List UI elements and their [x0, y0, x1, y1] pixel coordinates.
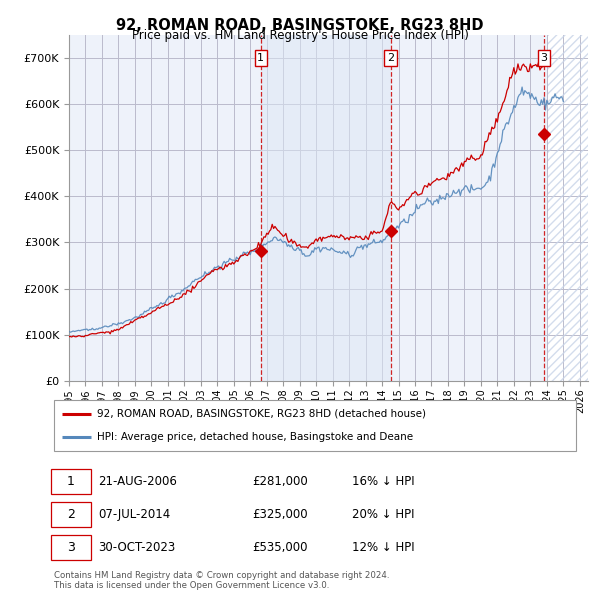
Text: 20% ↓ HPI: 20% ↓ HPI: [352, 508, 414, 522]
Text: £281,000: £281,000: [253, 475, 308, 489]
Text: Price paid vs. HM Land Registry's House Price Index (HPI): Price paid vs. HM Land Registry's House …: [131, 29, 469, 42]
Text: 07-JUL-2014: 07-JUL-2014: [98, 508, 170, 522]
Text: 92, ROMAN ROAD, BASINGSTOKE, RG23 8HD: 92, ROMAN ROAD, BASINGSTOKE, RG23 8HD: [116, 18, 484, 32]
Bar: [548, 35, 588, 381]
FancyBboxPatch shape: [52, 470, 91, 494]
Text: 92, ROMAN ROAD, BASINGSTOKE, RG23 8HD (detached house): 92, ROMAN ROAD, BASINGSTOKE, RG23 8HD (d…: [97, 409, 426, 419]
Bar: [261, 35, 391, 381]
Text: £535,000: £535,000: [253, 541, 308, 555]
Text: 1: 1: [67, 475, 75, 489]
Text: HPI: Average price, detached house, Basingstoke and Deane: HPI: Average price, detached house, Basi…: [97, 432, 413, 442]
FancyBboxPatch shape: [52, 502, 91, 527]
FancyBboxPatch shape: [54, 400, 576, 451]
Text: 16% ↓ HPI: 16% ↓ HPI: [352, 475, 414, 489]
FancyBboxPatch shape: [52, 536, 91, 560]
Text: £325,000: £325,000: [253, 508, 308, 522]
Text: 2: 2: [387, 53, 394, 63]
Text: 3: 3: [67, 541, 75, 555]
Text: 21-AUG-2006: 21-AUG-2006: [98, 475, 177, 489]
Text: Contains HM Land Registry data © Crown copyright and database right 2024.
This d: Contains HM Land Registry data © Crown c…: [54, 571, 389, 590]
Text: 2: 2: [67, 508, 75, 522]
Text: 12% ↓ HPI: 12% ↓ HPI: [352, 541, 414, 555]
Text: 30-OCT-2023: 30-OCT-2023: [98, 541, 176, 555]
Text: 3: 3: [541, 53, 548, 63]
Text: 1: 1: [257, 53, 264, 63]
Bar: [548, 35, 588, 381]
